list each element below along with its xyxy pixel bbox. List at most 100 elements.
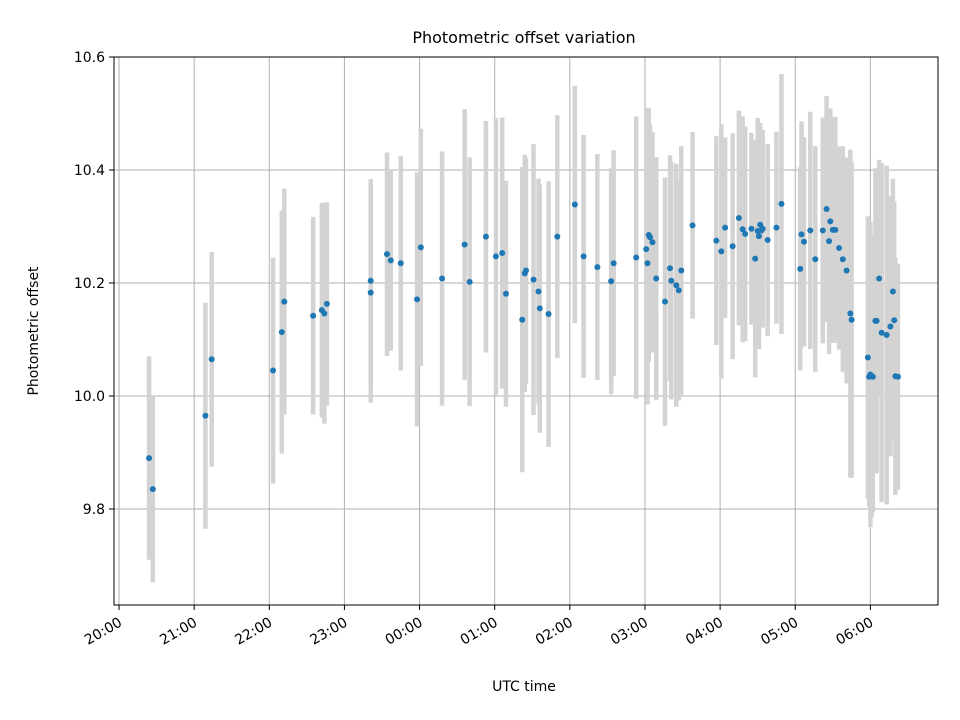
data-point: [414, 296, 421, 303]
x-tick-label: 02:00: [533, 615, 576, 649]
data-point: [848, 316, 855, 323]
x-tick-label: 06:00: [833, 615, 876, 649]
data-point: [278, 329, 285, 336]
data-point: [668, 277, 675, 284]
data-point: [644, 260, 651, 267]
data-point: [667, 265, 674, 272]
x-axis-label: UTC time: [492, 679, 556, 695]
y-axis: 9.8 10.0 10.2 10.4 10.6: [74, 50, 114, 518]
data-point: [798, 231, 805, 238]
data-point: [387, 257, 394, 264]
data-point: [646, 234, 653, 241]
data-point: [643, 246, 650, 253]
data-point: [735, 215, 742, 222]
data-point: [580, 253, 587, 260]
data-point: [797, 265, 804, 272]
data-point: [889, 288, 896, 295]
data-point: [739, 226, 746, 233]
data-point: [202, 412, 209, 419]
data-point: [873, 317, 880, 324]
data-point: [608, 278, 615, 285]
data-point: [653, 275, 660, 282]
data-point: [439, 275, 446, 282]
data-point: [149, 486, 156, 493]
data-point: [891, 317, 898, 324]
y-tick-label: 10.4: [74, 163, 105, 179]
data-point: [678, 267, 685, 274]
x-tick-label: 23:00: [307, 615, 350, 649]
data-point: [742, 230, 749, 237]
data-point: [843, 267, 850, 274]
data-point: [819, 227, 826, 234]
data-point: [662, 298, 669, 305]
data-point: [321, 310, 328, 317]
data-point: [878, 329, 885, 336]
data-point: [827, 218, 834, 225]
data-point: [383, 251, 390, 258]
data-point: [545, 311, 552, 318]
data-point: [752, 255, 759, 262]
data-point: [812, 256, 819, 263]
x-tick-label: 03:00: [608, 615, 651, 649]
data-point: [764, 237, 771, 244]
data-point: [594, 264, 601, 271]
data-point: [876, 275, 883, 282]
data-point: [461, 241, 468, 248]
data-point: [499, 250, 506, 257]
data-point: [397, 260, 404, 267]
plot-frame: [113, 56, 939, 606]
data-point: [536, 305, 543, 312]
data-point: [864, 354, 871, 361]
data-point: [571, 201, 578, 208]
data-point: [807, 227, 814, 234]
x-axis: 20:00 21:00 22:00 23:00 00:00 01:00 02:00 03:00…: [82, 605, 876, 649]
data-point: [729, 243, 736, 250]
data-point: [894, 373, 901, 380]
data-point: [610, 260, 617, 267]
y-axis-label: Photometric offset: [26, 266, 42, 396]
data-point: [836, 244, 843, 251]
data-point: [523, 267, 529, 274]
data-point: [633, 254, 640, 261]
data-point: [530, 276, 537, 283]
data-point: [675, 287, 682, 294]
data-point: [367, 289, 374, 296]
x-tick-label: 22:00: [232, 615, 275, 649]
data-point: [748, 225, 755, 232]
data-point: [492, 253, 499, 260]
x-tick-label: 20:00: [82, 615, 125, 649]
data-point: [689, 222, 696, 229]
x-tick-label: 00:00: [383, 615, 426, 649]
data-point: [883, 331, 890, 338]
x-tick-label: 04:00: [683, 615, 726, 649]
data-point: [869, 373, 876, 380]
data-point: [281, 298, 288, 305]
data-point: [367, 277, 374, 284]
data-point: [310, 312, 317, 319]
data-points: [146, 200, 901, 493]
data-point: [823, 205, 830, 212]
data-point: [887, 323, 894, 330]
data-point: [323, 300, 330, 307]
data-point: [778, 200, 785, 207]
x-tick-label: 01:00: [458, 615, 501, 649]
data-point: [270, 367, 277, 374]
x-tick-label: 21:00: [157, 615, 200, 649]
data-point: [722, 224, 729, 231]
data-point: [718, 248, 725, 255]
data-point: [519, 316, 526, 323]
data-point: [649, 239, 656, 246]
y-tick-label: 9.8: [83, 502, 105, 518]
data-point: [673, 282, 680, 289]
error-bars: [146, 73, 901, 583]
y-tick-label: 10.0: [74, 389, 105, 405]
data-point: [482, 233, 489, 240]
data-point: [146, 455, 153, 462]
chart-title: Photometric offset variation: [412, 28, 635, 47]
data-point: [535, 288, 542, 295]
data-point: [839, 256, 846, 263]
y-tick-label: 10.6: [74, 50, 105, 66]
data-point: [554, 233, 561, 240]
data-point: [759, 225, 766, 232]
